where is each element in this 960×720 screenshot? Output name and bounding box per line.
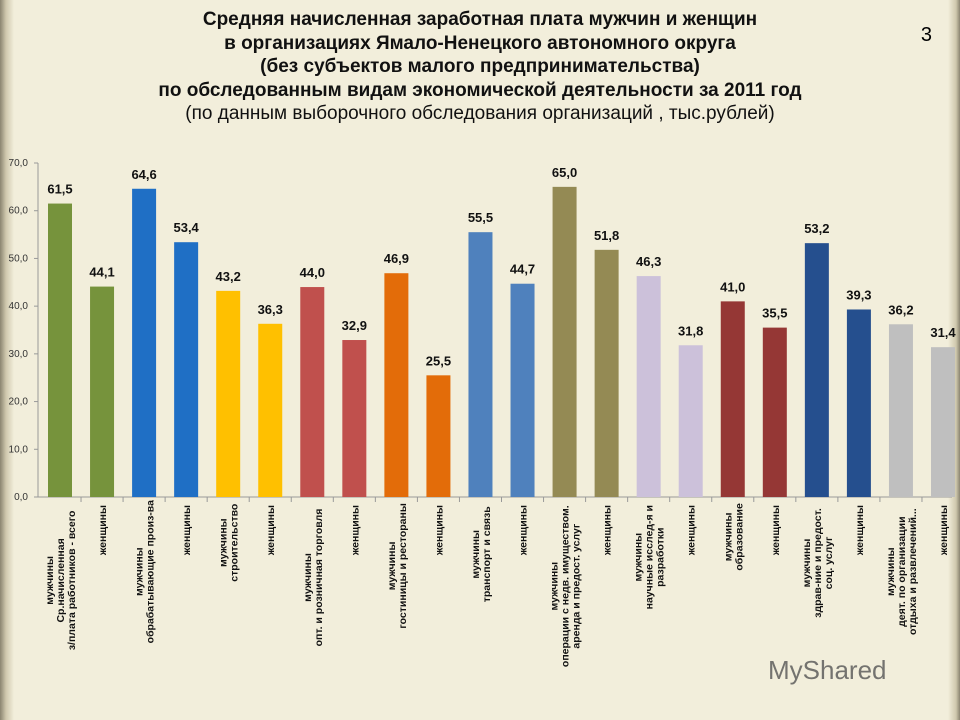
page-number: 3	[920, 24, 932, 46]
data-label: 64,6	[131, 167, 156, 182]
y-tick-label: 20,0	[9, 397, 29, 408]
x-tick-label: мужчины	[801, 539, 813, 588]
x-tick-label: женщины	[97, 505, 109, 556]
x-tick-label: гостиницы и рестораны	[397, 503, 409, 628]
bar	[468, 232, 493, 497]
x-tick-label: мужчины	[470, 530, 482, 579]
y-tick-label: 70,0	[9, 158, 29, 169]
x-tick-label: женщины	[602, 505, 614, 556]
bar	[762, 327, 787, 497]
x-tick-label: образование	[733, 503, 745, 571]
x-tick-label: транспорт и связь	[481, 506, 493, 603]
y-tick-label: 60,0	[9, 206, 29, 217]
bar	[384, 273, 409, 497]
bar	[426, 375, 451, 497]
data-label: 53,2	[804, 221, 829, 236]
chart-title: Средняя начисленная заработная плата муж…	[0, 8, 960, 126]
x-tick-label: здрав-ние и предост.	[812, 508, 824, 618]
data-label: 36,2	[888, 302, 913, 317]
data-label: 35,5	[762, 306, 787, 321]
x-tick-label: женщины	[181, 505, 193, 556]
x-tick-label: соц. услуг	[823, 536, 835, 589]
title-line: в организациях Ямало-Ненецкого автономно…	[224, 32, 736, 54]
x-tick-label: аренда и предост. услуг	[571, 523, 583, 648]
data-label: 46,3	[636, 254, 661, 269]
title-line: (без субъектов малого предпринимательств…	[260, 56, 700, 77]
data-label: 31,4	[930, 325, 956, 340]
x-tick-label: мужчины	[722, 513, 734, 562]
data-label: 44,7	[510, 262, 535, 277]
x-tick-label: строительство	[229, 504, 241, 582]
x-tick-label: отдыха и развлечений...	[907, 508, 919, 635]
bar	[720, 301, 745, 497]
bar	[804, 243, 829, 497]
bar	[300, 287, 325, 497]
bar	[510, 283, 535, 497]
data-label: 39,3	[846, 287, 871, 302]
y-tick-label: 0,0	[14, 492, 28, 503]
bar	[636, 276, 661, 497]
x-tick-label: женщины	[518, 505, 530, 556]
x-tick-label: з/плата работников - всего	[66, 511, 78, 651]
x-tick-label: женщины	[854, 505, 866, 556]
data-label: 55,5	[468, 210, 493, 225]
x-tick-label: деят. по организации	[896, 516, 908, 626]
bar	[216, 290, 241, 497]
x-tick-label: женщины	[686, 505, 698, 556]
x-tick-label: мужчины	[44, 556, 56, 605]
y-tick-label: 30,0	[9, 349, 29, 360]
x-tick-label: мужчины	[549, 562, 561, 611]
bar	[552, 186, 577, 497]
data-label: 51,8	[594, 228, 619, 243]
x-tick-label: мужчины	[633, 533, 645, 582]
x-tick-label: мужчины	[885, 547, 897, 596]
data-label: 65,0	[552, 165, 577, 180]
x-tick-label: мужчины	[386, 542, 398, 591]
title-line: Средняя начисленная заработная плата муж…	[202, 9, 758, 30]
data-label: 32,9	[342, 318, 367, 333]
chart-subtitle: (по данным выборочного обследования орга…	[185, 103, 775, 124]
data-label: 43,2	[216, 269, 241, 284]
x-tick-label: мужчины	[302, 553, 314, 602]
data-label: 46,9	[384, 251, 409, 266]
bar	[678, 345, 703, 497]
x-tick-label: женщины	[770, 505, 782, 556]
bar	[258, 323, 283, 497]
x-tick-label: мужчины	[218, 518, 230, 567]
bar	[90, 286, 115, 497]
watermark-logo: MyShared	[768, 655, 887, 685]
x-tick-label: женщины	[349, 505, 361, 556]
bar	[931, 347, 955, 497]
data-label: 41,0	[720, 279, 745, 294]
data-label: 44,1	[89, 265, 114, 280]
x-tick-label: женщины	[265, 505, 277, 556]
x-tick-label: разработки	[655, 528, 667, 587]
x-tick-label: операции с недв. имуществом.	[560, 505, 572, 667]
x-tick-label: Ср.начисленная	[55, 538, 67, 622]
y-tick-label: 50,0	[9, 253, 29, 264]
data-label: 36,3	[258, 302, 283, 317]
bar	[846, 309, 871, 497]
title-line: по обследованным видам экономической дея…	[158, 79, 802, 101]
data-label: 25,5	[426, 353, 451, 368]
bar	[132, 188, 157, 497]
bar	[888, 324, 913, 497]
bar	[342, 340, 367, 497]
x-tick-label: опт. и розничная торговля	[313, 509, 325, 647]
x-tick-label: обрабатывающие произ-ва	[145, 500, 157, 643]
data-label: 44,0	[300, 265, 325, 280]
data-label: 31,8	[678, 323, 703, 338]
x-tick-label: научные исслед-я и	[644, 505, 656, 609]
y-tick-label: 10,0	[9, 444, 29, 455]
x-tick-label: женщины	[938, 505, 950, 556]
x-tick-label: женщины	[433, 505, 445, 556]
x-tick-label: мужчины	[134, 547, 146, 596]
data-label: 53,4	[173, 220, 199, 235]
bar	[48, 203, 72, 498]
data-label: 61,5	[47, 182, 72, 197]
bar	[594, 249, 619, 497]
bar	[174, 242, 199, 497]
y-tick-label: 40,0	[9, 301, 29, 312]
